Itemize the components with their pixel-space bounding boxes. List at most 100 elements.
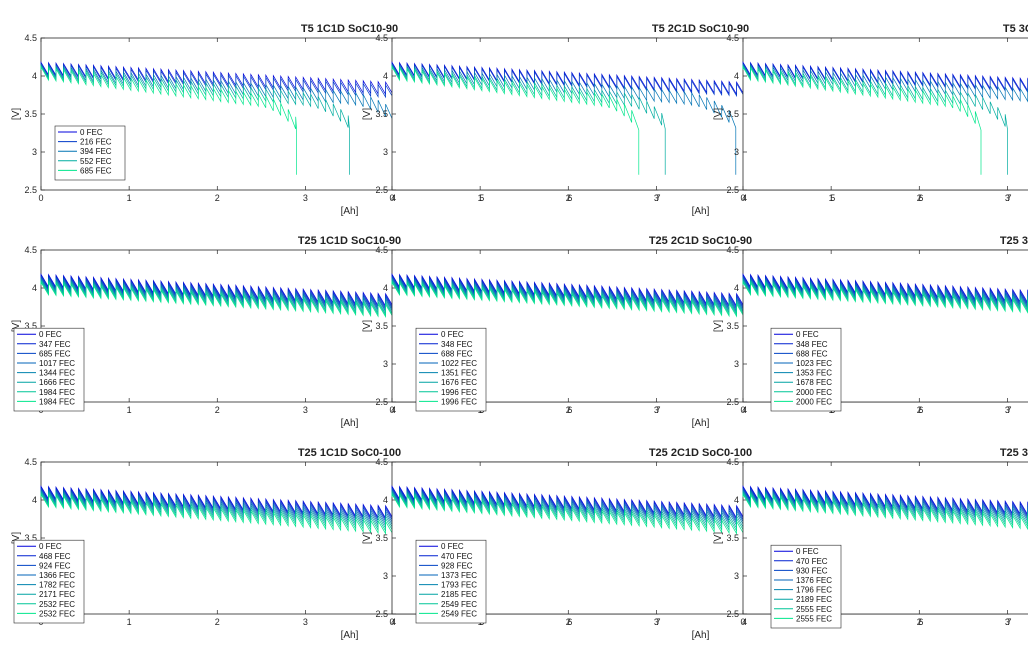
y-tick-label: 3.5	[375, 321, 388, 331]
x-tick-label: 4	[391, 405, 396, 415]
x-tick-label: 7	[655, 405, 660, 415]
chart-panel-3: T5 3C1D SoC10-90012345672.533.544.5[Ah][…	[713, 23, 1028, 203]
x-tick-label: 3	[303, 405, 308, 415]
legend-entry: 1373 FEC	[441, 571, 477, 580]
plot-area	[742, 37, 1028, 191]
y-tick-label: 3	[734, 571, 739, 581]
y-axis-label: [V]	[362, 320, 373, 332]
legend-entry: 1676 FEC	[441, 378, 477, 387]
x-axis-label: [Ah]	[692, 630, 710, 641]
y-tick-label: 3.5	[726, 533, 739, 543]
series-line-2	[742, 486, 1028, 518]
x-tick-label: 6	[567, 405, 572, 415]
series-line-5	[742, 277, 1028, 310]
y-axis-label: [V]	[362, 532, 373, 544]
x-tick-label: 2	[917, 405, 922, 415]
legend-entry: 1022 FEC	[441, 359, 477, 368]
legend-entry: 1351 FEC	[441, 369, 477, 378]
x-tick-label: 6	[567, 193, 572, 203]
legend-entry: 347 FEC	[39, 340, 71, 349]
y-axis-label: [V]	[11, 320, 22, 332]
legend-entry: 2555 FEC	[796, 614, 832, 623]
legend-box	[415, 327, 487, 412]
series-line-7	[742, 279, 1028, 313]
legend-entry: 216 FEC	[80, 138, 112, 147]
legend-box	[13, 327, 85, 412]
legend-entry: 1996 FEC	[441, 397, 477, 406]
x-axis-label: [Ah]	[692, 206, 710, 217]
x-tick-label: 3	[303, 193, 308, 203]
x-tick-label: 0	[740, 193, 745, 203]
legend-entry: 2171 FEC	[39, 590, 75, 599]
legend-entry: 2532 FEC	[39, 600, 75, 609]
chart-title: T5 1C1D SoC10-90	[301, 23, 398, 35]
x-tick-label: 0	[389, 617, 394, 627]
legend-entry: 0 FEC	[796, 330, 819, 339]
y-tick-label: 3	[383, 147, 388, 157]
y-tick-label: 2.5	[726, 185, 739, 195]
legend-entry: 348 FEC	[441, 340, 473, 349]
legend-box	[415, 539, 487, 624]
x-tick-label: 4	[742, 405, 747, 415]
y-tick-label: 3	[383, 571, 388, 581]
legend-entry: 1793 FEC	[441, 581, 477, 590]
x-tick-label: 2	[215, 193, 220, 203]
y-tick-label: 2.5	[375, 185, 388, 195]
x-tick-label: 3	[1005, 193, 1010, 203]
legend-entry: 1996 FEC	[441, 388, 477, 397]
chart-panel-9: T25 3C1D SoC0-100012345672.533.544.5[Ah]…	[713, 447, 1028, 629]
y-tick-label: 4	[734, 495, 739, 505]
y-tick-label: 4.5	[375, 457, 388, 467]
y-tick-label: 4.5	[24, 457, 37, 467]
legend-entry: 470 FEC	[796, 557, 828, 566]
x-tick-label: 6	[918, 617, 923, 627]
x-tick-label: 7	[655, 617, 660, 627]
series-lines	[742, 485, 1028, 531]
legend-entry: 928 FEC	[441, 561, 473, 570]
x-tick-label: 2	[566, 617, 571, 627]
x-tick-label: 0	[740, 405, 745, 415]
legend-box	[770, 544, 842, 629]
y-tick-label: 4.5	[726, 457, 739, 467]
y-tick-label: 4	[383, 495, 388, 505]
y-tick-label: 4.5	[726, 245, 739, 255]
x-tick-label: 0	[38, 193, 43, 203]
legend-entry: 930 FEC	[796, 566, 828, 575]
y-tick-label: 3.5	[375, 533, 388, 543]
y-tick-label: 2.5	[375, 609, 388, 619]
y-tick-label: 2.5	[726, 609, 739, 619]
y-axis-label: [V]	[11, 108, 22, 120]
legend-entry: 0 FEC	[80, 128, 103, 137]
x-tick-label: 4	[391, 193, 396, 203]
y-tick-label: 4.5	[726, 33, 739, 43]
chart-title: T25 1C1D SoC0-100	[298, 447, 401, 459]
legend-entry: 1353 FEC	[796, 369, 832, 378]
x-axis-label: [Ah]	[341, 418, 359, 429]
series-line-3	[742, 63, 1028, 103]
chart-title: T5 2C1D SoC10-90	[652, 23, 749, 35]
x-tick-label: 5	[830, 193, 835, 203]
series-line-5	[742, 65, 982, 175]
legend-box	[770, 327, 842, 412]
x-tick-label: 6	[918, 405, 923, 415]
x-tick-label: 2	[917, 193, 922, 203]
y-tick-label: 3	[383, 359, 388, 369]
y-tick-label: 4	[32, 283, 37, 293]
x-tick-label: 3	[1005, 405, 1010, 415]
x-tick-label: 2	[566, 193, 571, 203]
x-tick-label: 7	[1006, 617, 1011, 627]
legend-entry: 2555 FEC	[796, 605, 832, 614]
y-tick-label: 3.5	[24, 109, 37, 119]
y-tick-label: 2.5	[375, 397, 388, 407]
legend-entry: 2532 FEC	[39, 609, 75, 618]
y-axis-label: [V]	[713, 320, 724, 332]
x-tick-label: 5	[479, 193, 484, 203]
x-tick-label: 1	[127, 405, 132, 415]
legend-entry: 0 FEC	[39, 330, 62, 339]
x-tick-label: 3	[303, 617, 308, 627]
